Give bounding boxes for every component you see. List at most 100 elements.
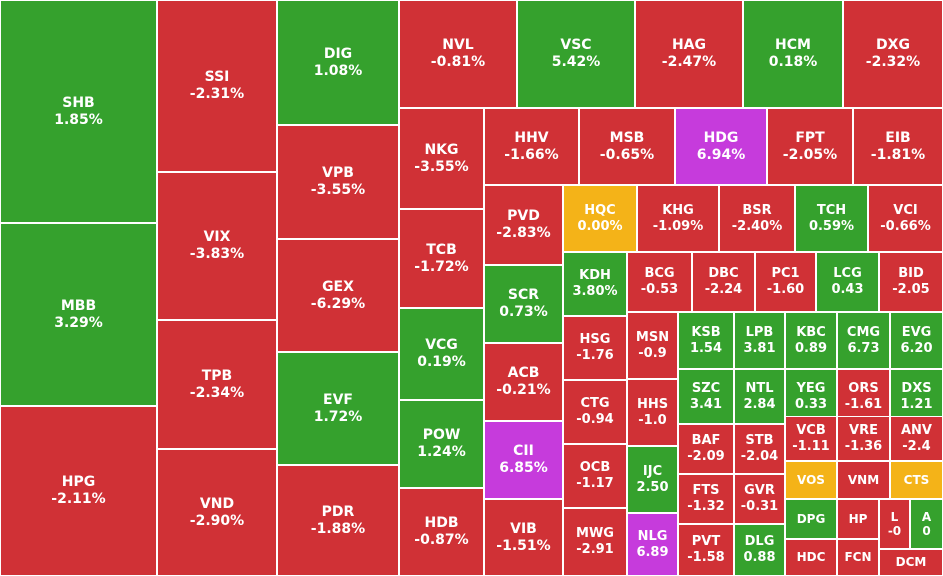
tile-change: 3.81 [743, 340, 776, 356]
tile-change: -1.51% [496, 537, 551, 554]
tile-eib[interactable]: EIB -1.81% [853, 108, 943, 185]
tile-change: -1.32 [687, 499, 725, 514]
tile-hqc[interactable]: HQC 0.00% [563, 185, 637, 252]
tile-vcb[interactable]: VCB -1.11 [785, 416, 837, 461]
tile-szc[interactable]: SZC 3.41 [678, 369, 734, 424]
tile-evg[interactable]: EVG 6.20 [890, 312, 943, 369]
tile-kdh[interactable]: KDH 3.80% [563, 252, 627, 316]
tile-symbol: DXG [876, 37, 910, 54]
tile-symbol: HPG [61, 474, 96, 491]
tile-mbb[interactable]: MBB 3.29% [0, 223, 157, 406]
tile-hdc[interactable]: HDC [785, 539, 837, 576]
tile-shb[interactable]: SHB 1.85% [0, 0, 157, 223]
tile-change: -0.66% [880, 218, 931, 234]
tile-change: -3.83% [189, 246, 245, 262]
tile-vos[interactable]: VOS [785, 461, 837, 499]
tile-bsr[interactable]: BSR -2.40% [719, 185, 795, 252]
tile-hpg[interactable]: HPG -2.11% [0, 406, 157, 576]
tile-change: -3.55% [414, 158, 469, 175]
tile-yeg[interactable]: YEG 0.33 [785, 369, 837, 424]
tile-gex[interactable]: GEX -6.29% [277, 239, 399, 352]
tile-l[interactable]: L -0 [879, 499, 910, 549]
tile-hcm[interactable]: HCM 0.18% [743, 0, 843, 108]
tile-hag[interactable]: HAG -2.47% [635, 0, 743, 108]
tile-bid[interactable]: BID -2.05 [879, 252, 943, 312]
tile-bcg[interactable]: BCG -0.53 [627, 252, 692, 312]
tile-acb[interactable]: ACB -0.21% [484, 343, 563, 421]
tile-nvl[interactable]: NVL -0.81% [399, 0, 517, 108]
tile-symbol: VSC [560, 37, 592, 54]
tile-nlg[interactable]: NLG 6.89 [627, 513, 678, 576]
tile-vcg[interactable]: VCG 0.19% [399, 308, 484, 400]
tile-fpt[interactable]: FPT -2.05% [767, 108, 853, 185]
tile-pow[interactable]: POW 1.24% [399, 400, 484, 488]
tile-evf[interactable]: EVF 1.72% [277, 352, 399, 465]
tile-dxg[interactable]: DXG -2.32% [843, 0, 943, 108]
tile-hhv[interactable]: HHV -1.66% [484, 108, 579, 185]
tile-stb[interactable]: STB -2.04 [734, 424, 785, 474]
tile-lpb[interactable]: LPB 3.81 [734, 312, 785, 369]
tile-tpb[interactable]: TPB -2.34% [157, 320, 277, 449]
tile-ors[interactable]: ORS -1.61 [837, 369, 890, 424]
tile-baf[interactable]: BAF -2.09 [678, 424, 734, 474]
tile-cts[interactable]: CTS [890, 461, 943, 499]
tile-fcn[interactable]: FCN [837, 539, 879, 576]
tile-dcm[interactable]: DCM [879, 549, 943, 576]
tile-mwg[interactable]: MWG -2.91 [563, 508, 627, 576]
tile-pvd[interactable]: PVD -2.83% [484, 185, 563, 265]
tile-ssi[interactable]: SSI -2.31% [157, 0, 277, 172]
tile-scr[interactable]: SCR 0.73% [484, 265, 563, 343]
tile-dpg[interactable]: DPG [785, 499, 837, 539]
tile-symbol: SSI [204, 69, 230, 86]
tile-ocb[interactable]: OCB -1.17 [563, 444, 627, 508]
tile-khg[interactable]: KHG -1.09% [637, 185, 719, 252]
tile-cmg[interactable]: CMG 6.73 [837, 312, 890, 369]
tile-change: 1.54 [689, 340, 723, 356]
tile-ijc[interactable]: IJC 2.50 [627, 446, 678, 513]
tile-vnm[interactable]: VNM [837, 461, 890, 499]
tile-vsc[interactable]: VSC 5.42% [517, 0, 635, 108]
tile-change: -1.09% [652, 218, 704, 234]
tile-cii[interactable]: CII 6.85% [484, 421, 563, 499]
tile-change: -2.40% [731, 218, 783, 234]
tile-ksb[interactable]: KSB 1.54 [678, 312, 734, 369]
tile-symbol: EVG [901, 324, 932, 340]
tile-hp[interactable]: HP [837, 499, 879, 539]
tile-anv[interactable]: ANV -2.4 [890, 416, 943, 461]
tile-hdg[interactable]: HDG 6.94% [675, 108, 767, 185]
tile-kbc[interactable]: KBC 0.89 [785, 312, 837, 369]
tile-hdb[interactable]: HDB -0.87% [399, 488, 484, 576]
tile-msb[interactable]: MSB -0.65% [579, 108, 675, 185]
tile-ctg[interactable]: CTG -0.94 [563, 380, 627, 444]
tile-symbol: CMG [846, 324, 881, 340]
tile-dbc[interactable]: DBC -2.24 [692, 252, 755, 312]
tile-symbol: HSG [579, 332, 611, 348]
tile-pc1[interactable]: PC1 -1.60 [755, 252, 816, 312]
tile-ntl[interactable]: NTL 2.84 [734, 369, 785, 424]
tile-hhs[interactable]: HHS -1.0 [627, 379, 678, 446]
tile-pdr[interactable]: PDR -1.88% [277, 465, 399, 576]
tile-vpb[interactable]: VPB -3.55% [277, 125, 399, 239]
tile-hsg[interactable]: HSG -1.76 [563, 316, 627, 380]
tile-change: 0.73% [499, 304, 548, 320]
tile-gvr[interactable]: GVR -0.31 [734, 474, 785, 524]
tile-lcg[interactable]: LCG 0.43 [816, 252, 879, 312]
tile-dxs[interactable]: DXS 1.21 [890, 369, 943, 424]
tile-vnd[interactable]: VND -2.90% [157, 449, 277, 576]
tile-vix[interactable]: VIX -3.83% [157, 172, 277, 320]
tile-vci[interactable]: VCI -0.66% [868, 185, 943, 252]
tile-vib[interactable]: VIB -1.51% [484, 499, 563, 576]
tile-dlg[interactable]: DLG 0.88 [734, 524, 785, 576]
tile-pvt[interactable]: PVT -1.58 [678, 524, 734, 576]
tile-dig[interactable]: DIG 1.08% [277, 0, 399, 125]
tile-fts[interactable]: FTS -1.32 [678, 474, 734, 524]
tile-symbol: LPB [745, 324, 774, 340]
tile-nkg[interactable]: NKG -3.55% [399, 108, 484, 209]
tile-msn[interactable]: MSN -0.9 [627, 312, 678, 379]
tile-symbol: YEG [796, 380, 826, 396]
tile-symbol: TCB [426, 241, 457, 258]
tile-tcb[interactable]: TCB -1.72% [399, 209, 484, 308]
tile-tch[interactable]: TCH 0.59% [795, 185, 868, 252]
tile-vre[interactable]: VRE -1.36 [837, 416, 890, 461]
